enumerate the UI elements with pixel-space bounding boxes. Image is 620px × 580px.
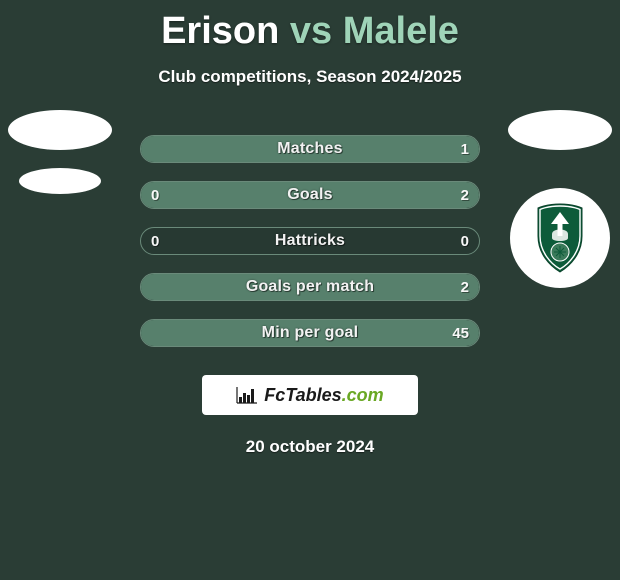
date-label: 20 october 2024	[0, 437, 620, 457]
brand-text: FcTables.com	[264, 385, 383, 406]
brand-prefix: Fc	[264, 385, 285, 405]
player1-club-placeholder	[19, 168, 101, 194]
brand-box: FcTables.com	[202, 375, 418, 415]
player2-photo-placeholder	[508, 110, 612, 150]
title-vs: vs	[290, 10, 332, 52]
stat-rows: 1Matches 02Goals 00Hattricks 2Goals per mat…	[140, 135, 480, 347]
shield-icon	[532, 202, 588, 274]
stat-row: 45Min per goal	[140, 319, 480, 347]
left-avatar-stack	[8, 110, 112, 194]
stat-label: Matches	[141, 136, 479, 162]
title-player1: Erison	[161, 10, 279, 52]
stat-row: 00Hattricks	[140, 227, 480, 255]
stat-label: Goals per match	[141, 274, 479, 300]
stat-row: 1Matches	[140, 135, 480, 163]
player1-photo-placeholder	[8, 110, 112, 150]
stat-row: 2Goals per match	[140, 273, 480, 301]
stat-label: Hattricks	[141, 228, 479, 254]
stat-row: 02Goals	[140, 181, 480, 209]
right-avatar-stack	[508, 110, 612, 288]
player2-club-badge	[510, 188, 610, 288]
page-title: Erison vs Malele	[0, 0, 620, 53]
brand-suffix: .com	[342, 385, 384, 405]
subtitle: Club competitions, Season 2024/2025	[0, 67, 620, 87]
bar-chart-icon	[236, 386, 258, 404]
brand-middle: Tables	[285, 385, 341, 405]
stat-label: Min per goal	[141, 320, 479, 346]
stat-label: Goals	[141, 182, 479, 208]
title-player2: Malele	[343, 10, 459, 52]
